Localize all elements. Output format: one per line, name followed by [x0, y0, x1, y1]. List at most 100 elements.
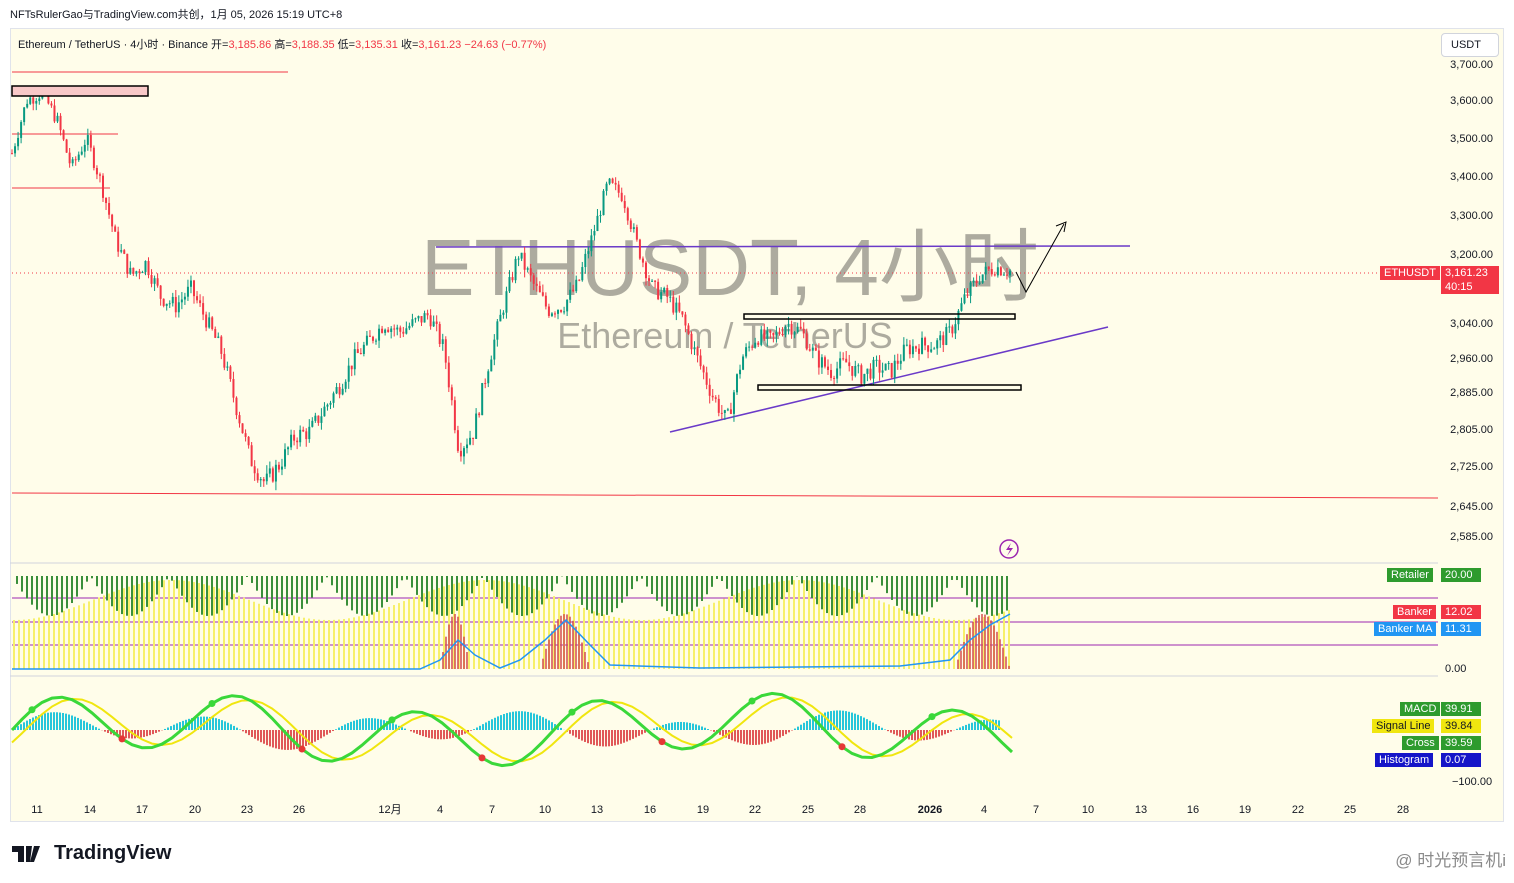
- candle-body: [83, 144, 86, 152]
- candle-body: [899, 360, 902, 364]
- candle-body: [799, 326, 802, 329]
- candle-body: [284, 449, 287, 467]
- candle-body: [699, 355, 702, 367]
- x-tick-label: 10: [1082, 804, 1094, 816]
- x-tick-label: 25: [1344, 804, 1356, 816]
- candle-body: [20, 122, 23, 138]
- candle-body: [232, 378, 235, 398]
- horizontal-trendline: [435, 245, 1131, 248]
- candle-body: [814, 347, 817, 351]
- candle-body: [669, 296, 672, 298]
- tradingview-logo[interactable]: TradingView: [12, 842, 171, 865]
- candle-body: [199, 300, 202, 304]
- candle-body: [833, 377, 836, 379]
- candle-body: [584, 253, 587, 268]
- candle-body: [450, 387, 453, 401]
- candle-body: [95, 167, 98, 175]
- candle-body: [523, 252, 526, 270]
- level-lines[interactable]: [11, 71, 1439, 499]
- candle-body: [793, 332, 796, 335]
- candle-body: [811, 347, 814, 351]
- candle-body: [193, 280, 196, 297]
- candle-body: [663, 288, 666, 293]
- candle-body: [472, 437, 475, 439]
- candle-body: [635, 227, 638, 240]
- candle-body: [578, 279, 581, 281]
- candle-body: [638, 239, 641, 259]
- candle-body: [823, 357, 826, 367]
- candle-body: [362, 344, 365, 354]
- y-tick-label: 2,645.00: [1450, 501, 1493, 513]
- candle-body: [393, 328, 396, 330]
- x-tick-label: 13: [1135, 804, 1147, 816]
- x-tick-label: 13: [591, 804, 603, 816]
- y-tick-label: 3,600.00: [1450, 95, 1493, 107]
- candle-body: [520, 252, 523, 259]
- candle-body: [787, 323, 790, 327]
- x-tick-label: 26: [293, 804, 305, 816]
- macd-indicator: [10, 691, 1014, 768]
- candle-body: [253, 466, 256, 474]
- banker-label: Banker: [1393, 605, 1436, 619]
- low-label: 低=: [337, 39, 356, 51]
- candle-body: [550, 313, 553, 316]
- candle-body: [766, 330, 769, 339]
- cross-label: Cross: [1402, 736, 1439, 750]
- support-zone-box: [757, 384, 1022, 391]
- candle-body: [423, 313, 426, 323]
- candle-body: [590, 235, 593, 252]
- candle-body: [866, 368, 869, 374]
- candle-body: [493, 339, 496, 360]
- drawings[interactable]: [11, 85, 1067, 559]
- candle-body: [1009, 270, 1011, 276]
- candle-body: [62, 130, 65, 140]
- x-tick-label: 11: [31, 804, 42, 816]
- cross-marker: [208, 700, 216, 708]
- x-tick-label: 16: [644, 804, 656, 816]
- candle-body: [960, 303, 963, 311]
- candle-body: [884, 363, 887, 371]
- candle-body: [535, 283, 538, 286]
- candle-body: [796, 326, 799, 333]
- candle-body: [948, 326, 951, 328]
- candle-body: [186, 286, 189, 297]
- candle-body: [86, 135, 89, 145]
- banker-ma-label: Banker MA: [1374, 622, 1437, 636]
- x-tick-label: 22: [1292, 804, 1304, 816]
- candle-body: [996, 267, 999, 276]
- candle-body: [153, 278, 156, 284]
- candle-body: [808, 349, 811, 351]
- candle-body: [611, 178, 614, 183]
- y-tick-label: 2,960.00: [1450, 353, 1493, 365]
- high-label: 高=: [274, 39, 292, 51]
- candle-body: [183, 296, 186, 300]
- candle-body: [820, 357, 823, 368]
- candle-body: [754, 342, 757, 348]
- candle-body: [347, 365, 350, 382]
- candle-body: [302, 429, 305, 432]
- candle-body: [98, 174, 101, 176]
- candle-body: [760, 329, 763, 345]
- candle-body: [384, 329, 387, 333]
- candle-body: [499, 314, 502, 322]
- candle-body: [235, 397, 238, 416]
- candle-body: [651, 280, 654, 282]
- histogram-label: Histogram: [1375, 753, 1434, 767]
- candle-body: [296, 440, 299, 443]
- candle-body: [939, 335, 942, 341]
- cross-value: 39.59: [1441, 736, 1481, 750]
- candle-body: [763, 329, 766, 339]
- candle-body: [917, 348, 920, 354]
- candle-body: [287, 447, 290, 450]
- candle-body: [496, 321, 499, 340]
- candle-body: [681, 311, 684, 315]
- candle-body: [1005, 274, 1008, 276]
- candle-body: [660, 292, 663, 300]
- candle-body: [459, 450, 462, 457]
- currency-button[interactable]: USDT: [1441, 33, 1499, 57]
- candle-body: [165, 303, 168, 306]
- candle-body: [23, 107, 26, 123]
- candle-body: [120, 250, 123, 252]
- candle-body: [89, 135, 92, 148]
